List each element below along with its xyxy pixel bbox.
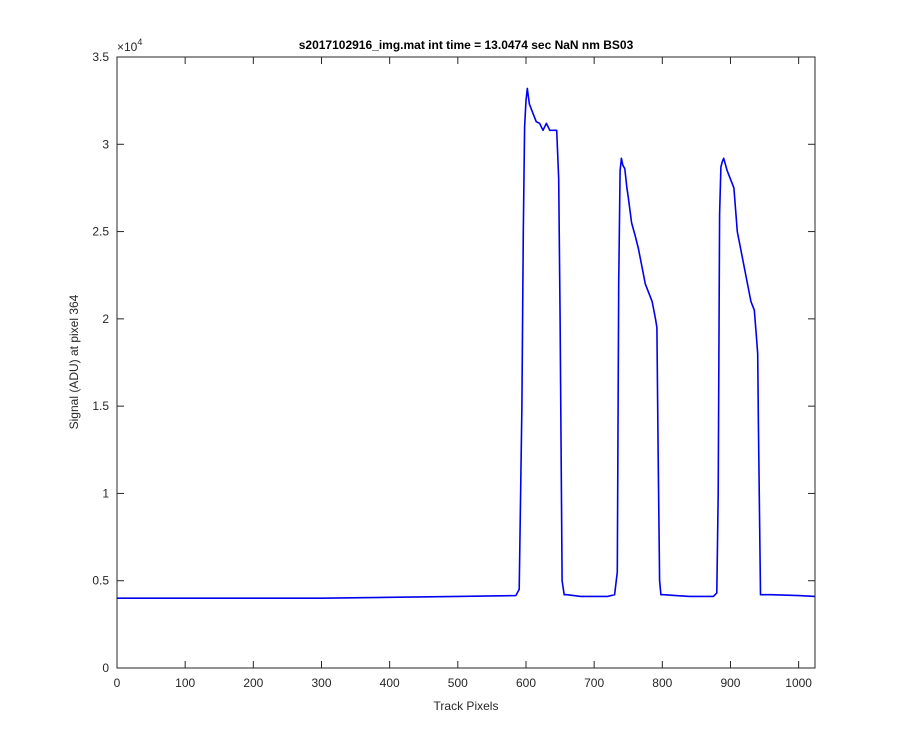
- x-tick-label: 300: [311, 676, 331, 690]
- y-tick-label: 3.5: [92, 50, 109, 64]
- y-tick-label: 3: [102, 137, 109, 151]
- x-axis-label: Track Pixels: [434, 699, 499, 713]
- tick-layer: 0 100 200 300 400 500 600 700 800 900 1000 0 0.5 1 1.5…: [92, 50, 815, 690]
- series-line: [117, 87, 816, 600]
- y-axis-exponent-power: 4: [137, 37, 142, 47]
- y-axis-exponent: ×104: [117, 37, 142, 54]
- y-tick-label: 1.5: [92, 399, 109, 413]
- y-axis-label: Signal (ADU) at pixel 364: [67, 294, 81, 429]
- x-tick-label: 500: [448, 676, 468, 690]
- x-tick-label: 400: [380, 676, 400, 690]
- x-tick-label: 100: [175, 676, 195, 690]
- x-tick-label: 1000: [785, 676, 812, 690]
- x-tick-label: 900: [720, 676, 740, 690]
- x-tick-label: 800: [652, 676, 672, 690]
- y-tick-label: 2: [102, 312, 109, 326]
- x-tick-label: 700: [584, 676, 604, 690]
- y-tick-label: 2.5: [92, 225, 109, 239]
- y-tick-label: 0: [102, 661, 109, 675]
- y-axis-exponent-base: ×10: [117, 40, 138, 54]
- plot-area: [117, 57, 815, 668]
- axes-box: [116, 56, 816, 669]
- x-tick-label: 200: [243, 676, 263, 690]
- series-layer: [117, 87, 816, 600]
- y-tick-label: 0.5: [92, 574, 109, 588]
- chart-title: s2017102916_img.mat int time = 13.0474 s…: [299, 38, 634, 52]
- x-tick-label: 600: [516, 676, 536, 690]
- x-tick-label: 0: [114, 676, 121, 690]
- y-tick-label: 1: [102, 486, 109, 500]
